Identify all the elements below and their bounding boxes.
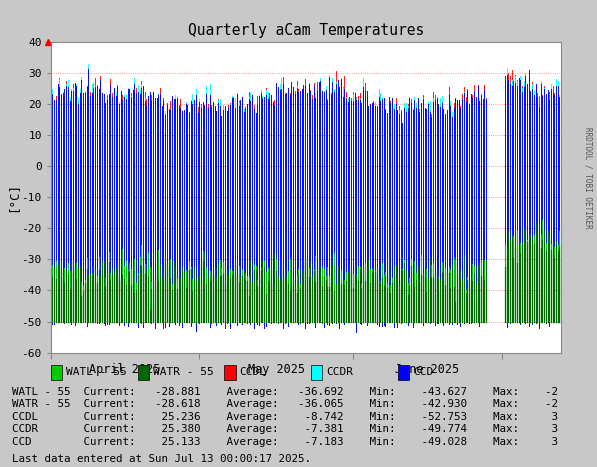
Text: WATL - 55: WATL - 55 [66,368,127,377]
Bar [137,365,149,380]
Bar [311,365,322,380]
Bar [398,365,409,380]
Text: [°C]: [°C] [6,182,19,212]
Text: WATR - 55  Current:   -28.618    Average:   -36.065    Min:    -42.930    Max:  : WATR - 55 Current: -28.618 Average: -36.… [12,399,558,409]
Text: CCDL: CCDL [239,368,267,377]
Text: CCDR       Current:    25.380    Average:    -7.381    Min:    -49.774    Max:  : CCDR Current: 25.380 Average: -7.381 Min… [12,425,558,434]
Text: CCD        Current:    25.133    Average:    -7.183    Min:    -49.028    Max:  : CCD Current: 25.133 Average: -7.183 Min:… [12,437,558,447]
Bar [224,365,236,380]
Text: June 2025: June 2025 [395,363,460,376]
Text: CCD: CCD [413,368,433,377]
Text: May 2025: May 2025 [248,363,304,376]
Text: WATL - 55  Current:   -28.881    Average:   -36.692    Min:    -43.627    Max:  : WATL - 55 Current: -28.881 Average: -36.… [12,387,558,396]
Bar [51,365,62,380]
Text: RRDTOOL / TOBI OETIKER: RRDTOOL / TOBI OETIKER [583,127,592,228]
Text: April 2025: April 2025 [90,363,161,376]
Title: Quarterly aCam Temperatures: Quarterly aCam Temperatures [188,23,424,38]
Text: WATR - 55: WATR - 55 [153,368,214,377]
Text: Last data entered at Sun Jul 13 00:00:17 2025.: Last data entered at Sun Jul 13 00:00:17… [12,454,311,464]
Text: CCDR: CCDR [327,368,353,377]
Text: CCDL       Current:    25.236    Average:    -8.742    Min:    -52.753    Max:  : CCDL Current: 25.236 Average: -8.742 Min… [12,412,558,422]
